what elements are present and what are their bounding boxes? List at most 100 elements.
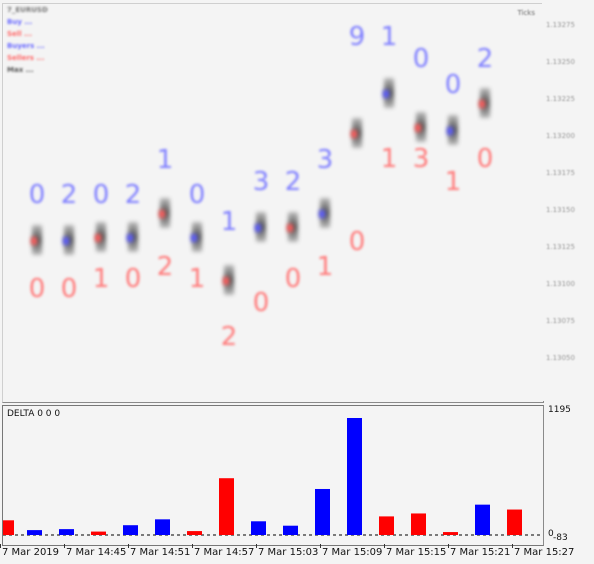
delta-bar bbox=[59, 529, 74, 535]
price-axis: 1.13275 1.13250 1.13225 1.13200 1.13175 1.131… bbox=[542, 3, 594, 401]
time-tick bbox=[64, 544, 65, 548]
time-tick bbox=[128, 544, 129, 548]
buy-count-digit: 2 bbox=[285, 169, 302, 195]
sell-count-digit: 1 bbox=[381, 146, 398, 172]
buy-count-digit: 0 bbox=[189, 182, 206, 208]
time-tick bbox=[320, 544, 321, 548]
candle-marker bbox=[319, 210, 325, 218]
candle-marker bbox=[191, 234, 197, 242]
delta-bar bbox=[219, 478, 234, 535]
buy-count-digit: 3 bbox=[317, 147, 334, 173]
delta-bar bbox=[91, 532, 106, 535]
delta-bar bbox=[347, 418, 362, 535]
price-tick-label: 1.13150 bbox=[546, 206, 575, 214]
candle-marker bbox=[159, 210, 165, 218]
buy-count-digit: 0 bbox=[445, 72, 462, 98]
time-axis: 7 Mar 2019 7 Mar 14:45 7 Mar 14:51 7 Mar 14… bbox=[0, 544, 594, 564]
delta-bar bbox=[27, 530, 42, 535]
sell-count-digit: 0 bbox=[253, 290, 270, 316]
candle-marker bbox=[31, 237, 37, 245]
delta-bar bbox=[411, 513, 426, 535]
time-tick-label: 7 Mar 15:15 bbox=[386, 547, 446, 558]
delta-bar bbox=[507, 510, 522, 535]
sell-count-digit: 0 bbox=[125, 266, 142, 292]
candle-marker bbox=[479, 100, 485, 108]
delta-bar bbox=[155, 519, 170, 535]
price-tick-label: 1.13175 bbox=[546, 169, 575, 177]
sell-count-digit: 0 bbox=[285, 266, 302, 292]
price-tick-label: 1.13250 bbox=[546, 58, 575, 66]
time-tick bbox=[0, 544, 1, 548]
time-tick bbox=[256, 544, 257, 548]
info-line: Sell ... bbox=[7, 30, 32, 38]
delta-bar bbox=[379, 516, 394, 535]
delta-bar bbox=[443, 532, 458, 535]
time-tick bbox=[512, 544, 513, 548]
price-tick-label: 1.13050 bbox=[546, 354, 575, 362]
buy-count-digit: 1 bbox=[381, 24, 398, 50]
delta-bar bbox=[315, 489, 330, 535]
sell-count-digit: 0 bbox=[477, 146, 494, 172]
price-chart-pane[interactable]: 7_EURUSD Ticks Buy ... Sell ... Buyers ...… bbox=[2, 3, 544, 403]
price-tick-label: 1.13200 bbox=[546, 132, 575, 140]
candle-marker bbox=[223, 277, 229, 285]
top-right-tag: Ticks bbox=[517, 9, 535, 17]
buy-count-digit: 2 bbox=[477, 46, 494, 72]
info-line: Max ... bbox=[7, 66, 34, 74]
delta-min-label: -83 bbox=[553, 533, 568, 543]
sell-count-digit: 1 bbox=[317, 254, 334, 280]
sell-count-digit: 1 bbox=[445, 169, 462, 195]
time-tick bbox=[448, 544, 449, 548]
time-tick-label: 7 Mar 15:27 bbox=[514, 547, 574, 558]
candle-marker bbox=[351, 130, 357, 138]
buy-count-digit: 3 bbox=[253, 169, 270, 195]
delta-chart bbox=[3, 406, 543, 545]
delta-bar bbox=[187, 531, 202, 535]
buy-count-digit: 0 bbox=[29, 182, 46, 208]
candle-marker bbox=[255, 224, 261, 232]
price-tick-label: 1.13100 bbox=[546, 280, 575, 288]
sell-count-digit: 0 bbox=[61, 276, 78, 302]
buy-count-digit: 0 bbox=[413, 46, 430, 72]
price-tick-label: 1.13275 bbox=[546, 21, 575, 29]
buy-count-digit: 2 bbox=[61, 182, 78, 208]
time-tick bbox=[192, 544, 193, 548]
title-line: 7_EURUSD bbox=[7, 6, 48, 14]
price-tick-label: 1.13075 bbox=[546, 317, 575, 325]
buy-count-digit: 2 bbox=[125, 182, 142, 208]
time-tick-label: 7 Mar 2019 bbox=[2, 547, 59, 558]
time-tick-label: 7 Mar 15:09 bbox=[322, 547, 382, 558]
delta-axis: 1195 0 -83 bbox=[544, 405, 594, 544]
time-tick-label: 7 Mar 15:03 bbox=[258, 547, 318, 558]
time-tick-label: 7 Mar 14:57 bbox=[194, 547, 254, 558]
buy-count-digit: 1 bbox=[157, 147, 174, 173]
time-tick-label: 7 Mar 14:51 bbox=[130, 547, 190, 558]
sell-count-digit: 1 bbox=[189, 266, 206, 292]
buy-count-digit: 1 bbox=[221, 209, 238, 235]
info-line: Sellers ... bbox=[7, 54, 44, 62]
delta-bar bbox=[283, 526, 298, 535]
candle-marker bbox=[63, 237, 69, 245]
price-tick-label: 1.13225 bbox=[546, 95, 575, 103]
info-line: Buyers ... bbox=[7, 42, 45, 50]
delta-bar bbox=[251, 521, 266, 535]
info-line: Buy ... bbox=[7, 18, 32, 26]
candle-marker bbox=[287, 224, 293, 232]
delta-bar bbox=[3, 520, 14, 535]
sell-count-digit: 0 bbox=[29, 276, 46, 302]
price-tick-label: 1.13125 bbox=[546, 243, 575, 251]
candle-marker bbox=[383, 90, 389, 98]
delta-max-label: 1195 bbox=[548, 405, 571, 415]
candle-marker bbox=[95, 234, 101, 242]
delta-bar bbox=[475, 505, 490, 535]
candle-marker bbox=[447, 127, 453, 135]
candle-marker bbox=[415, 124, 421, 132]
sell-count-digit: 1 bbox=[93, 266, 110, 292]
delta-pane[interactable]: DELTA 0 0 0 bbox=[2, 405, 544, 546]
candle-marker bbox=[127, 234, 133, 242]
sell-count-digit: 2 bbox=[157, 254, 174, 280]
sell-count-digit: 0 bbox=[349, 229, 366, 255]
buy-count-digit: 0 bbox=[93, 182, 110, 208]
sell-count-digit: 2 bbox=[221, 324, 238, 350]
